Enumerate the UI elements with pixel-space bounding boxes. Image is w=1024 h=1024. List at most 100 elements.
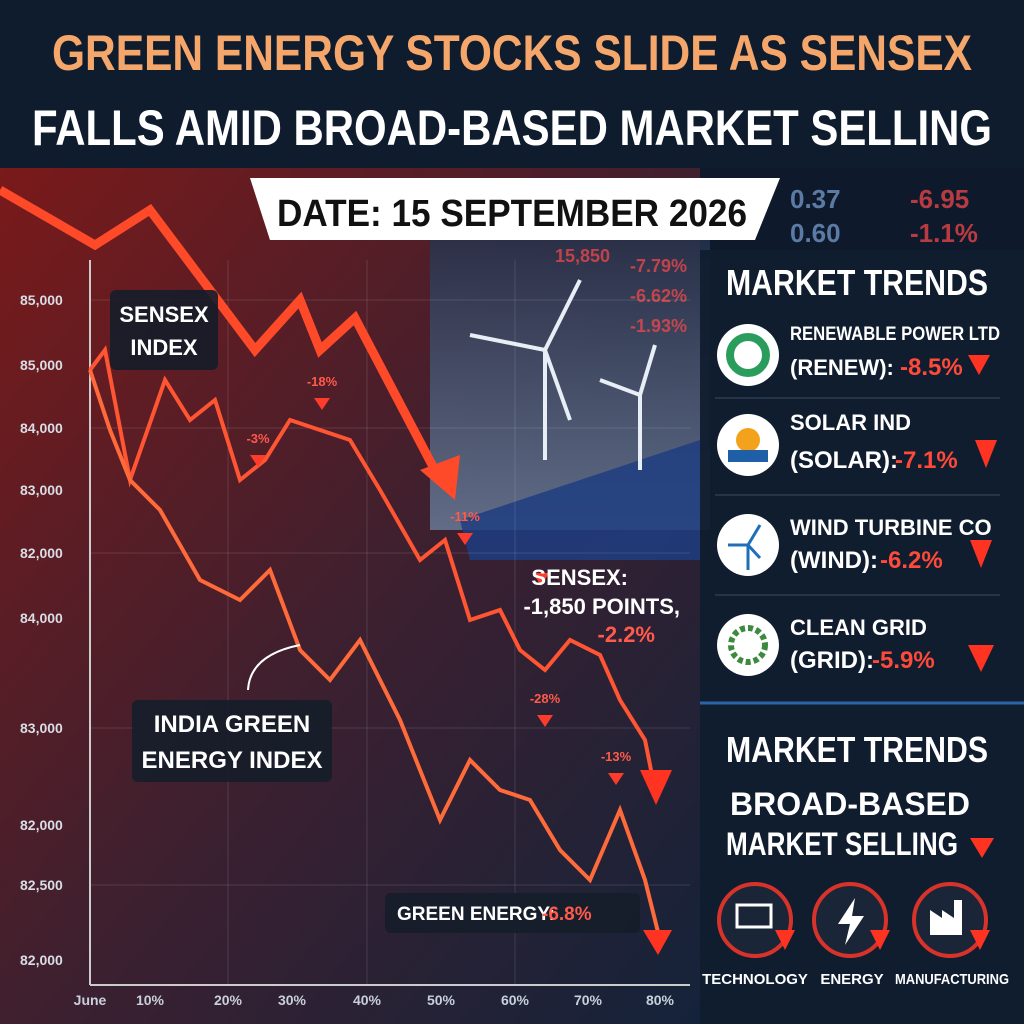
y-label: 82,500 [20, 877, 63, 893]
marker: -28% [530, 691, 561, 706]
ticker-board: 0.37 -6.95 0.60 -1.1% 15,850 -7.79% -6.6… [555, 184, 978, 336]
arrow-head [643, 930, 672, 955]
title: FALLS AMID BROAD-BASED MARKET SELLING [32, 100, 992, 156]
ticker: 0.37 [790, 184, 841, 214]
wind-turbines [469, 279, 657, 470]
green-label: ENERGY INDEX [142, 747, 323, 774]
sector-label: TECHNOLOGY [702, 971, 808, 988]
sensex-label: SENSEX [119, 302, 209, 327]
stock-change: -6.2% [880, 547, 943, 574]
date: DATE: 15 SEPTEMBER 2026 [277, 193, 747, 235]
marker: -3% [246, 431, 270, 446]
panel-title: MARKET TRENDS [726, 262, 988, 303]
y-label: 85,000 [20, 357, 63, 373]
y-label: 83,000 [20, 482, 63, 498]
x-label: 60% [501, 992, 530, 1008]
ticker: -6.95 [910, 184, 969, 214]
panel-subtitle: MARKET SELLING [726, 826, 958, 862]
ticker: 0.60 [790, 218, 841, 248]
green-note-value: -6.8% [542, 904, 592, 925]
sensex-note: -1,850 POINTS, [523, 594, 680, 619]
markers: -3% -18% -11% -28% -13% [246, 374, 631, 764]
green-line [88, 369, 662, 941]
arrow-head [420, 455, 460, 500]
stock-change: -8.5% [900, 354, 963, 381]
stock-name: WIND TURBINE CO [790, 515, 992, 540]
x-label: 50% [427, 992, 456, 1008]
stock-icon [717, 614, 779, 676]
sector-icon [717, 882, 793, 958]
pointer [247, 644, 301, 691]
x-labels: June 10% 20% 30% 40% 50% 60% 70% 80% [74, 992, 675, 1008]
y-label: 84,000 [20, 610, 63, 626]
sensex-label: INDEX [130, 335, 198, 360]
stock-name: SOLAR IND [790, 410, 911, 435]
panel-title: MARKET TRENDS [726, 729, 988, 770]
y-label: 83,000 [20, 720, 63, 736]
stock-ticker: (WIND): [790, 547, 878, 574]
y-label: 82,000 [20, 952, 63, 968]
stock-name: CLEAN GRID [790, 615, 927, 640]
date-pill [250, 178, 780, 240]
ticker: -1.1% [910, 218, 978, 248]
stock-icon [728, 625, 768, 665]
x-label: 30% [278, 992, 307, 1008]
ticker: -7.79% [630, 256, 687, 276]
marker: -13% [601, 749, 632, 764]
stock-icon [728, 524, 762, 570]
stock-ticker: (SOLAR): [790, 447, 898, 474]
sector-icon [735, 903, 773, 929]
sector-label: MANUFACTURING [895, 971, 1009, 988]
ticker: -6.62% [630, 286, 687, 306]
sensex-trend [0, 186, 444, 483]
stock-icon [728, 450, 768, 462]
sector-icon [838, 898, 864, 945]
stock-icon [736, 428, 760, 452]
y-labels: 85,000 85,000 84,000 83,000 82,000 84,00… [20, 292, 63, 968]
stock-name: RENEWABLE POWER LTD [790, 324, 1000, 345]
y-label: 84,000 [20, 420, 63, 436]
title: GREEN ENERGY STOCKS SLIDE AS SENSEX [52, 25, 972, 81]
y-label: 82,000 [20, 545, 63, 561]
label-box [132, 700, 332, 782]
header [0, 0, 1024, 168]
down-arrow [970, 838, 994, 858]
ticker: 15,850 [555, 246, 610, 266]
sectors: TECHNOLOGY ENERGY MANUFACTURING [702, 882, 1009, 988]
panel-subtitle: BROAD-BASED [730, 786, 970, 822]
sensex-line [88, 345, 657, 791]
down-arrow [968, 645, 994, 672]
marker: -11% [450, 509, 480, 524]
x-label: 40% [353, 992, 382, 1008]
label-box [110, 290, 218, 370]
marker-arrows [250, 398, 624, 785]
arrow-head [640, 770, 672, 805]
down-arrow [970, 540, 992, 568]
stock-list: RENEWABLE POWER LTD (RENEW): -8.5% SOLAR… [715, 324, 1000, 676]
y-label: 82,000 [20, 817, 63, 833]
sector-icon [930, 900, 962, 935]
ticker: -1.93% [630, 316, 687, 336]
stock-ticker: (RENEW): [790, 355, 894, 380]
x-label: 80% [646, 992, 675, 1008]
green-note: GREEN ENERGY: [397, 904, 555, 925]
marker: -18% [307, 374, 338, 389]
stock-change: -5.9% [872, 647, 935, 674]
stock-ticker: (GRID): [790, 647, 874, 674]
down-arrow [968, 355, 990, 375]
sensex-note: SENSEX: [531, 565, 628, 590]
x-label: 10% [136, 992, 165, 1008]
green-label: INDIA GREEN [154, 711, 310, 738]
sensex-note: -2.2% [598, 622, 655, 647]
sector-label: ENERGY [820, 971, 883, 988]
down-arrow [975, 440, 997, 468]
y-label: 85,000 [20, 292, 63, 308]
x-label: 20% [214, 992, 243, 1008]
label-box [385, 893, 640, 933]
x-label: 70% [574, 992, 603, 1008]
stock-change: -7.1% [895, 447, 958, 474]
x-label: June [74, 992, 107, 1008]
stock-icon [726, 333, 770, 377]
